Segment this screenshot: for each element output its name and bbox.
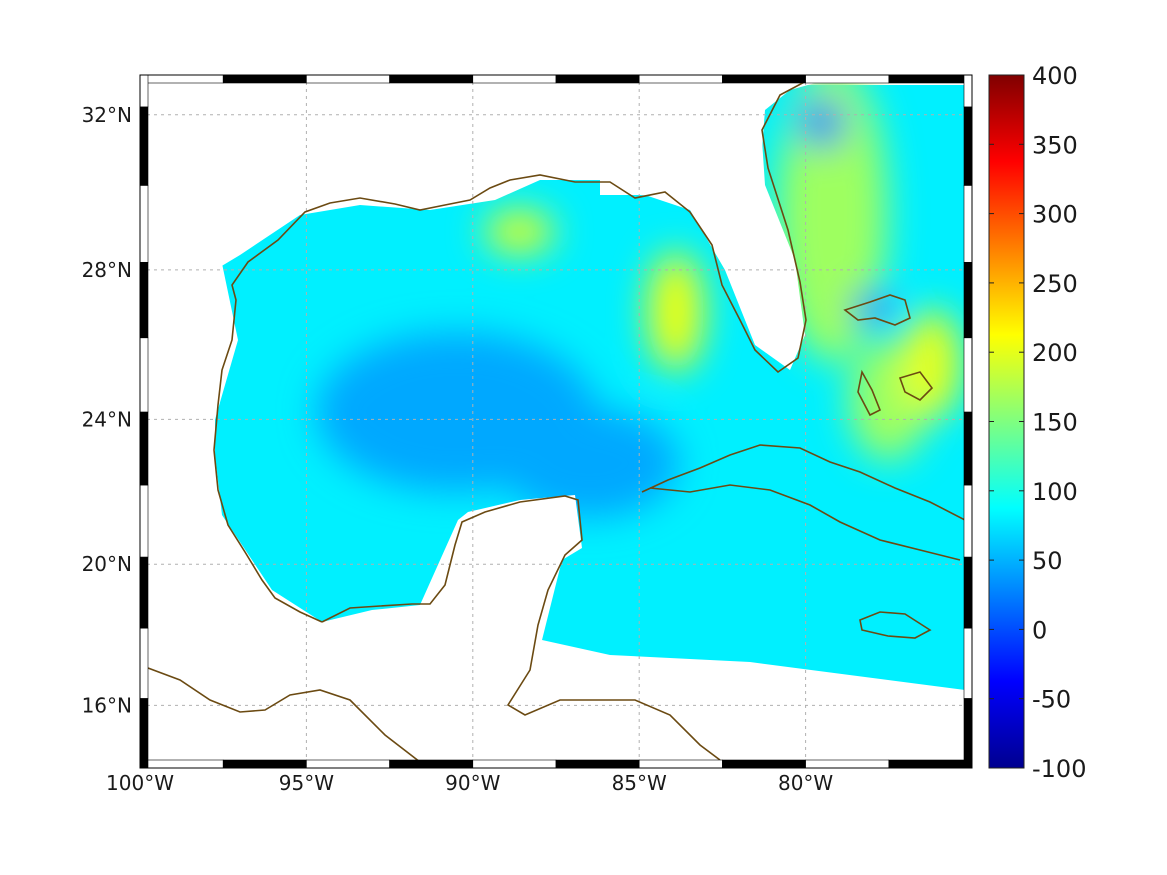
bahamas-coastline [843, 294, 934, 417]
colorbar-tick-label: 300 [1032, 201, 1078, 229]
frame-segment-top [805, 74, 890, 84]
latitude-label: 32°N [82, 103, 132, 127]
colorbar-tick-label: 100 [1032, 478, 1078, 506]
colorbar-tick-label: 250 [1032, 270, 1078, 298]
frame-segment-top [722, 74, 806, 84]
colorbar: 400 350 300 250 200 150 100 50 0 -50 -100 [988, 62, 1086, 783]
longitude-label: 90°W [445, 771, 500, 795]
frame-segment-bottom [139, 759, 224, 769]
frame-segment-bottom [888, 759, 973, 769]
mississippi-outflow-high [484, 209, 555, 254]
frame-segment-right [963, 411, 973, 486]
frame-segment-top [222, 74, 307, 84]
frame-segment-right [963, 261, 973, 339]
map-frame [139, 74, 973, 769]
frame-segment-right [963, 698, 973, 769]
frame-segment-left [139, 698, 149, 769]
jamaica-coastline [859, 611, 932, 639]
frame-segment-left [139, 411, 149, 486]
colorbar-tick-label: -100 [1032, 755, 1086, 783]
frame-segment-right [963, 484, 973, 558]
land-mask [148, 83, 965, 760]
frame-segment-left [139, 261, 149, 339]
frame-segment-right [963, 556, 973, 629]
frame-segment-left [139, 106, 149, 186]
frame-segment-bottom [222, 759, 307, 769]
frame-segment-left [139, 74, 149, 108]
longitude-label: 95°W [279, 771, 334, 795]
frame-segment-bottom [805, 759, 890, 769]
frame-segment-left [139, 484, 149, 558]
frame-segment-left [139, 337, 149, 413]
colorbar-tick-label: -50 [1032, 686, 1071, 714]
latitude-label: 28°N [82, 258, 132, 282]
bahamas-high [902, 308, 963, 419]
latitude-labels: 32°N 28°N 24°N 20°N 16°N [82, 103, 132, 718]
frame-segment-bottom [555, 759, 640, 769]
longitude-label: 100°W [106, 771, 174, 795]
colorbar-tick-label: 50 [1032, 547, 1063, 575]
frame-segment-top [389, 74, 474, 84]
frame-segment-top [638, 74, 723, 84]
latitude-label: 20°N [82, 552, 132, 576]
frame-segment-left [139, 627, 149, 699]
frame-segment-bottom [472, 759, 557, 769]
longitude-labels: 100°W 95°W 90°W 85°W 80°W [106, 771, 833, 795]
yucatan-coastline [321, 495, 721, 760]
mexico-land [148, 200, 965, 760]
frame-segment-left [139, 185, 149, 263]
frame-segment-top [306, 74, 390, 84]
frame-segment-left [139, 556, 149, 629]
frame-segment-right [963, 185, 973, 263]
latitude-label: 16°N [82, 693, 132, 717]
cuba-coastline [641, 444, 965, 561]
frame-segment-right [963, 627, 973, 699]
frame-segment-right [963, 106, 973, 186]
colorbar-tick-label: 400 [1032, 62, 1078, 90]
central-gulf-low [499, 408, 680, 519]
north-gulf-coast [148, 83, 965, 270]
latitude-label: 24°N [82, 407, 132, 431]
frame-outline [139, 74, 973, 769]
gulf-coastline [148, 83, 807, 760]
colorbar-tick-label: 350 [1032, 131, 1078, 159]
frame-segment-top [472, 74, 557, 84]
carolina-coast-low [800, 97, 845, 148]
colorbar-ticks: 400 350 300 250 200 150 100 50 0 -50 -100 [989, 62, 1086, 783]
bahamas-low [852, 291, 893, 324]
graticule [139, 75, 972, 768]
frame-segment-right [963, 337, 973, 413]
gulf-stream-band [777, 83, 888, 363]
colorbar-tick-label: 200 [1032, 339, 1078, 367]
colorbar-gradient [988, 74, 1025, 769]
frame-segment-bottom [306, 759, 390, 769]
frame-segment-top [555, 74, 640, 84]
longitude-label: 80°W [778, 771, 833, 795]
colorbar-tick-label: 0 [1032, 616, 1047, 644]
longitude-label: 85°W [612, 771, 667, 795]
colorbar-tick-label: 150 [1032, 409, 1078, 437]
frame-segment-bottom [389, 759, 474, 769]
frame-segment-top [888, 74, 973, 84]
frame-segment-top [139, 74, 224, 84]
sea-surface-field [148, 83, 965, 760]
frame-segment-bottom [638, 759, 723, 769]
frame-segment-right [963, 74, 973, 108]
frame-segment-bottom [722, 759, 806, 769]
coastlines [148, 83, 965, 760]
west-florida-shelf-high [647, 251, 704, 372]
